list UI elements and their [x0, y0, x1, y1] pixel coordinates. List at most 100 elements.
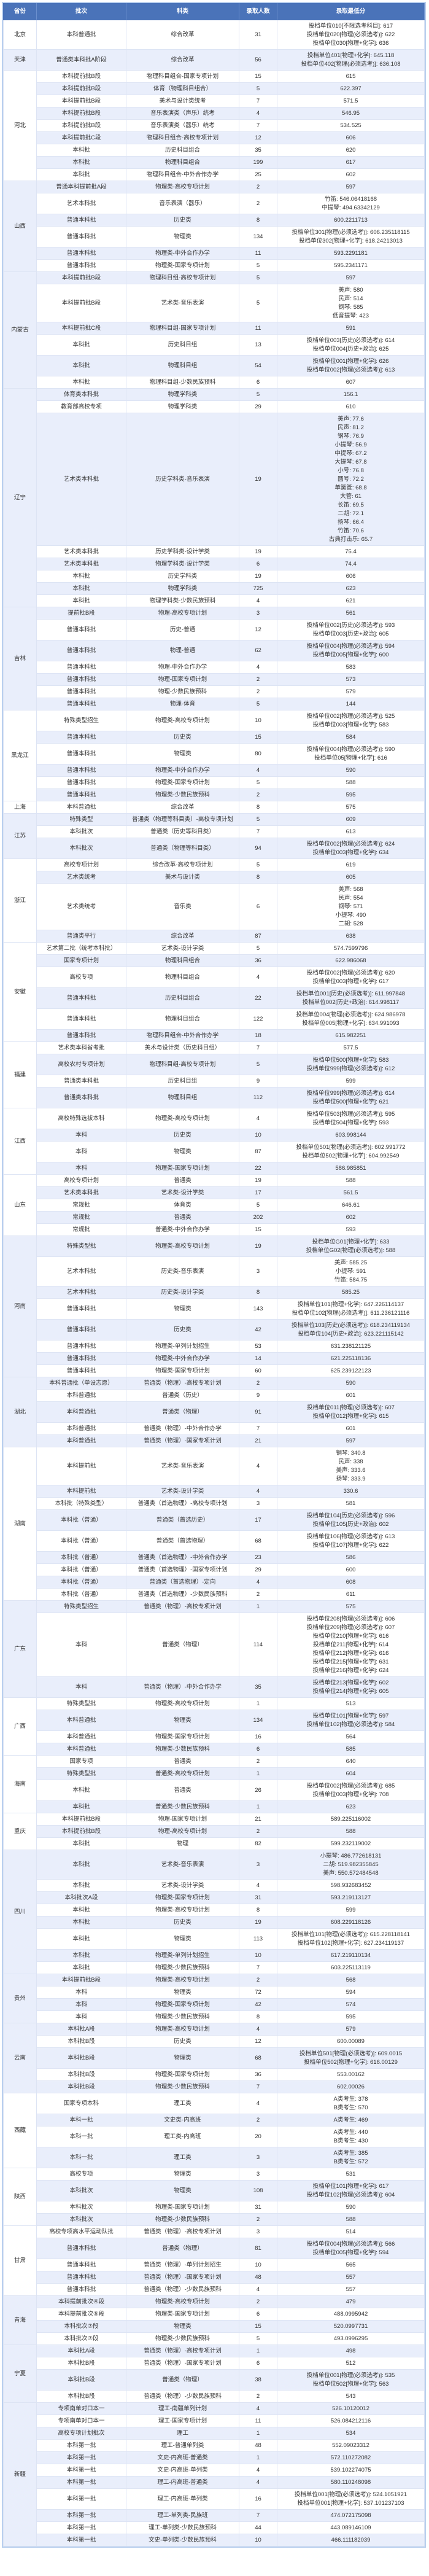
table-row: 本科批（特殊类型） 普通类（首选物理）-高校专项计划 3 581 [4, 1497, 425, 1510]
table-row: 海南 国家专项 普通类 2 640 [3, 1755, 425, 1813]
batch-cell: 艺术类本科批 [36, 413, 126, 546]
category-cell: 文史-单列类-少数民族预科 [126, 2534, 239, 2547]
min-score-cell: 631.238121125 [277, 1340, 425, 1353]
batch-cell: 本科提前批B段 [36, 95, 126, 107]
count-cell: 5 [239, 388, 277, 401]
score-line: 投档单位005[物理+化学]: 634.991093 [302, 1019, 400, 1027]
score-line: 圆号: 72.2 [338, 475, 364, 483]
table-row: 艺术类本科批 历史学科类-音乐表演 19 美声: 77.6 民声: 81.2 钢琴: 76… [4, 413, 425, 546]
score-line: 投档单位G01[物理+化学]: 633 [312, 1238, 390, 1245]
count-cell: 2 [239, 788, 277, 801]
score-line: 583 [346, 663, 356, 671]
score-line: 投档单位002[历史(必须选考)]: 593 [306, 621, 395, 629]
table-row: 本科第一批 理工-普通单列类 48 552.09023312 [4, 2439, 425, 2452]
score-line: 534 [346, 2429, 356, 2437]
score-line: 小号: 76.8 [338, 467, 364, 474]
table-row: 青海 本科提前批次④段 物理类-高校专项计划 2 479 [3, 2295, 425, 2345]
table-row: 本科批B段 普通类（物理）-少数民族预科 2 543 [4, 2390, 425, 2403]
table-row: 本科提前批B段 音乐表演类（器乐）统考 7 534.525 [4, 119, 425, 132]
min-score-cell: 622.397 [277, 82, 425, 95]
score-line: 投档单位501[物理(必须选考)]: 609.0015 [299, 2050, 403, 2057]
count-cell: 10 [239, 710, 277, 731]
min-score-cell: 621 [277, 594, 425, 607]
batch-cell: 本科普通批 [36, 20, 126, 50]
score-line: 投档单位004[历史+政治]: 625 [312, 345, 389, 352]
min-score-cell: 617.219110134 [277, 1949, 425, 1962]
count-cell: 199 [239, 156, 277, 169]
table-row: 陕西 高校专项 物理类 3 531 [3, 2168, 425, 2226]
count-cell: 2 [239, 673, 277, 686]
min-score-cell: 443.089146109 [277, 2521, 425, 2534]
batch-cell: 艺术第二批（统考本科批） [36, 942, 126, 955]
min-score-cell: 投档单位002[物理(必须选考)]: 685 投档单位003[物理+化学]: 70… [277, 1780, 425, 1801]
min-score-cell: 投档单位001[物理(必须选考)]: 524.1051921 投档单位001[物理… [277, 2488, 425, 2510]
count-cell: 2 [239, 2213, 277, 2226]
score-line: 513 [346, 1700, 356, 1707]
batch-cell: 高校专项高水平运动队批 [36, 2225, 126, 2238]
min-score-cell: 488.0995942 [277, 2308, 425, 2321]
batch-cell: 本科批B段 [36, 2390, 126, 2403]
count-cell: 21 [239, 1813, 277, 1826]
score-line: 美声: 568 [338, 885, 363, 893]
min-score-cell: 投档单位004[物理(必须选考)]: 566 投档单位005[物理+化学]: 59… [277, 2238, 425, 2259]
score-line: 638 [346, 932, 356, 940]
score-line: 144 [346, 700, 356, 707]
score-line: 590 [346, 1379, 356, 1387]
score-line: 579 [346, 688, 356, 695]
category-cell: 普通类（物理）-高校专项计划 [126, 2344, 239, 2357]
category-cell: 物理 [126, 1837, 239, 1850]
score-line: 619 [346, 861, 356, 868]
count-cell: 4 [239, 661, 277, 674]
score-line: 621 [346, 597, 356, 604]
score-line: 589.225116002 [330, 1815, 371, 1823]
count-cell: 1 [239, 1600, 277, 1613]
category-cell: 音乐类 [126, 883, 239, 930]
count-cell: 7 [239, 1422, 277, 1435]
category-cell: 音乐表演类（声乐）统考 [126, 107, 239, 120]
score-line: 美声: 550.572484548 [323, 1869, 379, 1877]
min-score-cell: 617 [277, 156, 425, 169]
score-line: 604 [346, 1770, 356, 1777]
score-line: 606 [346, 134, 356, 141]
count-cell: 36 [239, 2068, 277, 2081]
category-cell: 物理类-高校专项计划 [126, 181, 239, 193]
province-cell: 四川 [3, 1850, 37, 1974]
count-cell: 134 [239, 226, 277, 247]
batch-cell: 普通本科批 [36, 226, 126, 247]
table-row: 艺术本科批 音乐表演（器乐） 2 竹笛: 546.06418168 中提琴: 494.6… [4, 193, 425, 214]
score-line: 投档单位003[历史+政治]: 605 [312, 630, 389, 637]
table-row: 本科第一批 理工-内高班-单列类 16 投档单位001[物理(必须选考)]: 524.… [4, 2488, 425, 2510]
count-cell: 29 [239, 400, 277, 413]
score-line: 646.61 [341, 1201, 360, 1208]
score-line: 扬琴: 66.4 [338, 518, 364, 526]
count-cell: 60 [239, 1364, 277, 1377]
count-cell: 7 [239, 1961, 277, 1974]
table-row: 普通本科批 普通类（物理）-国家专项计划 48 557 [4, 2271, 425, 2284]
count-cell: 113 [239, 1928, 277, 1950]
count-cell: 81 [239, 2238, 277, 2259]
min-score-cell: 638 [277, 930, 425, 943]
province-cell: 云南 [3, 2023, 37, 2093]
table-row: 普通本科批 物理类-少数民族预科 2 595 [4, 788, 425, 801]
score-line: B类考生: 430 [333, 2137, 368, 2144]
count-cell: 11 [239, 322, 277, 335]
score-line: 599 [346, 1906, 356, 1913]
batch-cell: 普通本科批 [36, 673, 126, 686]
table-row: 本科批（普通） 普通类（首选物理）-定向 4 608 [4, 1576, 425, 1589]
score-line: 投档单位011[物理(必须选考)]: 607 [307, 1404, 395, 1411]
min-score-cell: 投档单位002[历史(必须选考)]: 593 投档单位003[历史+政治]: 60… [277, 619, 425, 640]
score-line: 603.225113119 [331, 1964, 371, 1971]
score-line: 投档单位401[物理+化学]: 645.118 [307, 52, 395, 59]
category-cell: 物理科目组-少数民族预科 [126, 376, 239, 389]
batch-cell: 普通类本科批A阶段 [36, 49, 126, 71]
category-cell: 物理科目组合 [126, 1008, 239, 1030]
count-cell: 2 [239, 1755, 277, 1768]
min-score-cell: 投档单位208[物理(必须选考)]: 606 投档单位209[物理(必须选考)]:… [277, 1613, 425, 1677]
category-cell: 物理类-高校专项计划 [126, 1974, 239, 1986]
category-cell: 普通类-中外合作办学 [126, 1223, 239, 1236]
batch-cell: 普通本科批 [36, 640, 126, 661]
score-line: 投档单位502[物理+化学]: 616.00129 [304, 2058, 398, 2066]
min-score-cell: 593.2291181 [277, 247, 425, 260]
batch-cell: 本科 [36, 1998, 126, 2011]
category-cell: 艺术类-音乐表演 [126, 1447, 239, 1485]
